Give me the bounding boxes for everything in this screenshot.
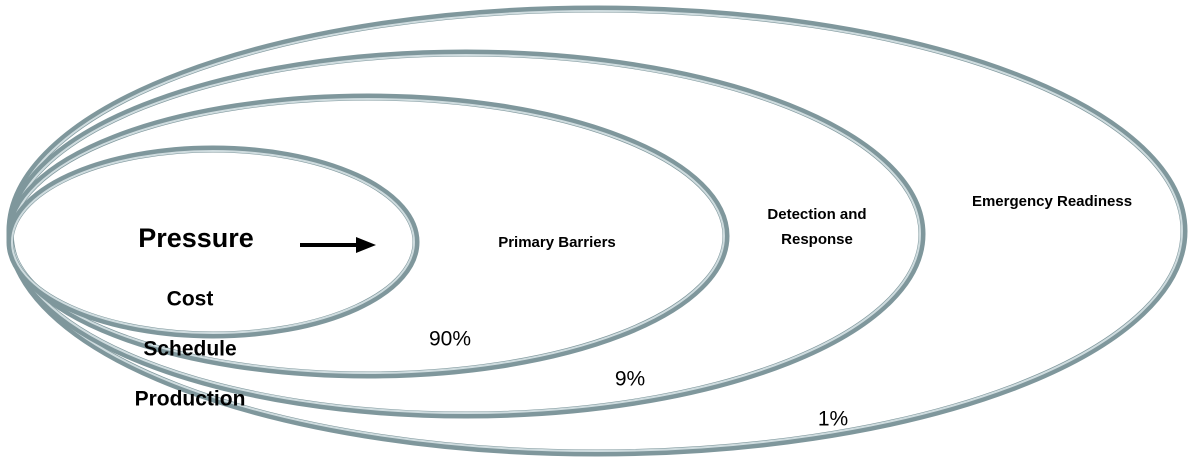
layer-label: Primary Barriers [498, 234, 616, 251]
pressure-label: Cost [167, 288, 214, 311]
rings [6, 5, 1188, 457]
layer-label: Response [781, 231, 853, 248]
arrow [300, 237, 376, 253]
ring-inner-highlight [11, 150, 415, 334]
center-title: Pressure [138, 223, 254, 253]
arrow-head [356, 237, 376, 253]
pressure-label: Production [135, 388, 246, 411]
layer-share: 9% [615, 368, 645, 391]
layer-share: 90% [429, 328, 471, 351]
layer-label: Detection and [767, 206, 866, 223]
layer-label: Emergency Readiness [972, 193, 1132, 210]
layer-share: 1% [818, 408, 848, 431]
ring-second-highlight [11, 98, 725, 374]
ring-inner [6, 145, 420, 339]
pressure-label: Schedule [143, 338, 236, 361]
